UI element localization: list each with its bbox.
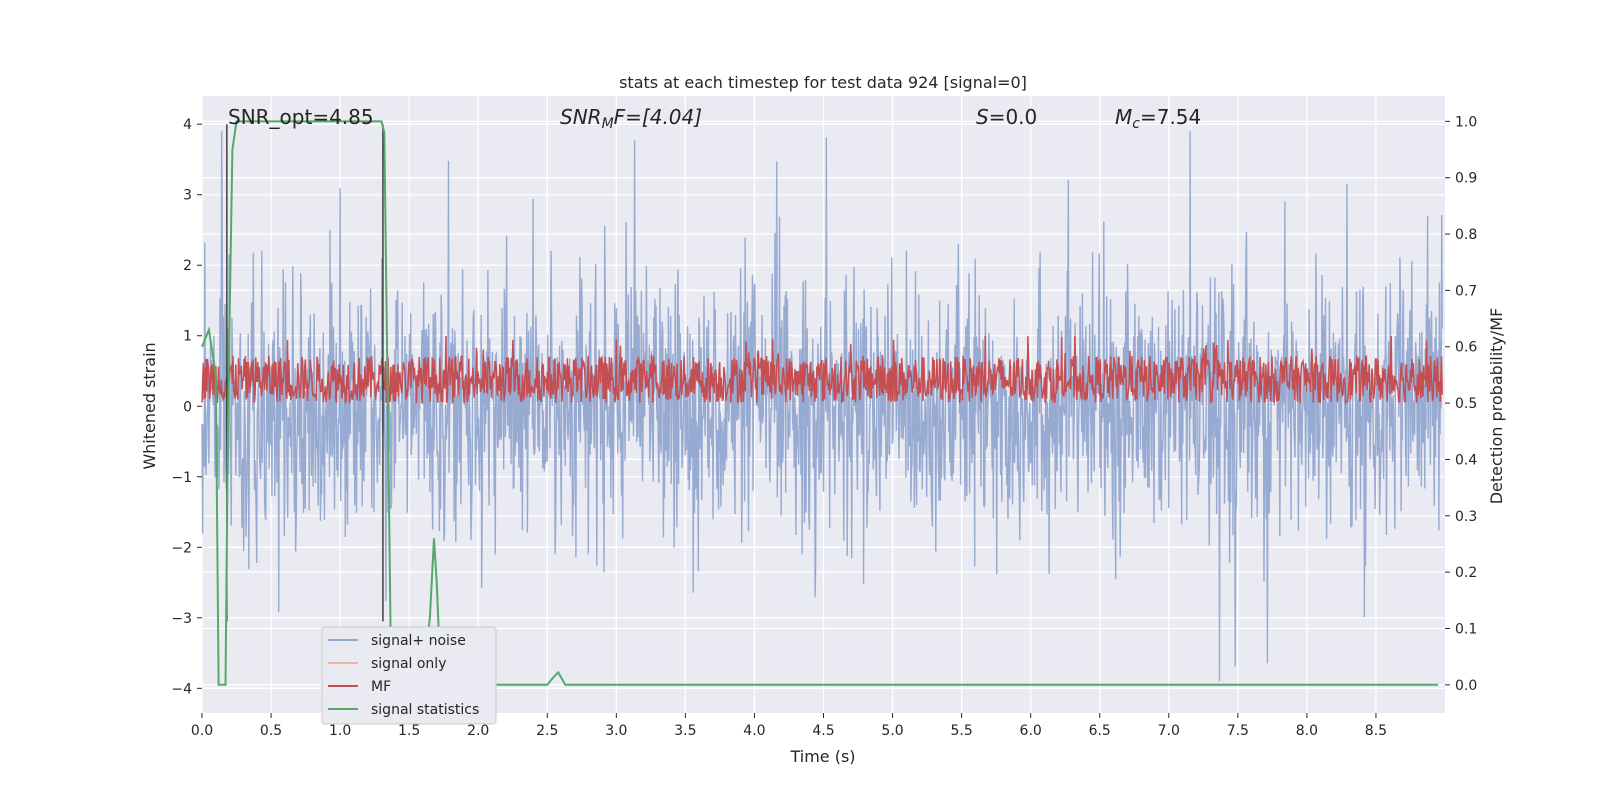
annotation-snr-mf-suffix: F=[4.04] bbox=[614, 105, 702, 129]
mf-layer bbox=[201, 335, 1443, 405]
y-tick-label: 2 bbox=[183, 258, 192, 274]
x-tick-label: 4.0 bbox=[743, 723, 765, 739]
x-tick-label: 6.5 bbox=[1089, 723, 1111, 739]
y-right-tick-label: 0.5 bbox=[1455, 396, 1477, 412]
x-tick-label: 6.0 bbox=[1020, 723, 1042, 739]
y-axis-right-label: Detection probability/MF bbox=[1487, 308, 1506, 505]
annotation-snr-mf-prefix: SNR bbox=[560, 105, 602, 129]
annotation-s-value: =0.0 bbox=[989, 105, 1038, 129]
y-right-tick-label: 0.2 bbox=[1455, 565, 1477, 581]
x-axis-label: Time (s) bbox=[789, 747, 855, 766]
legend-box bbox=[321, 626, 497, 725]
annotation-mc: Mc=7.54 bbox=[1115, 105, 1201, 132]
y-right-tick-label: 0.8 bbox=[1455, 227, 1477, 243]
chart-title: stats at each timestep for test data 924… bbox=[619, 73, 1027, 92]
axis-layer: 0.0 0.5 1.0 1.5 2.0 2.5 3.0 3.5 4.0 4.5 5.0 5.5 6.0 6… bbox=[171, 114, 1477, 739]
y-right-tick-label: 0.3 bbox=[1455, 509, 1477, 525]
annotation-mc-var: M bbox=[1115, 105, 1132, 129]
y-tick-label: −1 bbox=[171, 470, 192, 486]
x-tick-label: 5.0 bbox=[881, 723, 903, 739]
annotation-mc-value: =7.54 bbox=[1140, 105, 1201, 129]
x-tick-label: 1.0 bbox=[329, 723, 351, 739]
x-tick-label: 2.5 bbox=[536, 723, 558, 739]
y-right-tick-label: 0.4 bbox=[1455, 452, 1477, 468]
y-axis-label: Whitened strain bbox=[140, 342, 159, 469]
x-tick-label: 3.0 bbox=[605, 723, 627, 739]
annotation-s-var: S bbox=[976, 105, 989, 129]
legend-label-signal-only: signal only bbox=[371, 656, 446, 672]
x-tick-label: 4.5 bbox=[812, 723, 834, 739]
y-tick-label: 1 bbox=[183, 329, 192, 345]
x-tick-label: 0.5 bbox=[260, 723, 282, 739]
x-tick-label: 2.0 bbox=[467, 723, 489, 739]
annotation-snr-mf-sub: M bbox=[602, 116, 614, 132]
legend-label-signal-noise: signal+ noise bbox=[371, 633, 466, 649]
y-right-tick-label: 0.7 bbox=[1455, 283, 1477, 299]
y-right-tick-label: 0.1 bbox=[1455, 621, 1477, 637]
annotation-snr-opt: SNR_opt=4.85 bbox=[228, 105, 374, 129]
x-tick-label: 7.0 bbox=[1158, 723, 1180, 739]
legend-label-mf: MF bbox=[371, 679, 391, 695]
y-tick-label: 4 bbox=[183, 117, 192, 133]
x-tick-label: 8.0 bbox=[1296, 723, 1318, 739]
x-tick-label: 5.5 bbox=[950, 723, 972, 739]
legend: signal+ noise signal only MF signal stat… bbox=[321, 626, 497, 725]
x-tick-label: 8.5 bbox=[1365, 723, 1387, 739]
y-tick-label: 0 bbox=[183, 399, 192, 415]
x-tick-label: 0.0 bbox=[191, 723, 213, 739]
y-tick-label: −4 bbox=[171, 681, 192, 697]
y-right-tick-label: 0.9 bbox=[1455, 171, 1477, 187]
y-tick-label: −2 bbox=[171, 540, 192, 556]
y-right-tick-label: 1.0 bbox=[1455, 114, 1477, 130]
annotation-snr-mf: SNRMF=[4.04] bbox=[560, 105, 702, 132]
x-tick-label: 7.5 bbox=[1227, 723, 1249, 739]
y-right-tick-label: 0.6 bbox=[1455, 340, 1477, 356]
y-tick-label: 3 bbox=[183, 188, 192, 204]
legend-label-signal-statistics: signal statistics bbox=[371, 702, 479, 718]
x-tick-label: 1.5 bbox=[398, 723, 420, 739]
y-tick-label: −3 bbox=[171, 611, 192, 627]
series-mf-line bbox=[201, 335, 1443, 405]
x-tick-label: 3.5 bbox=[674, 723, 696, 739]
annotation-mc-sub: c bbox=[1132, 116, 1140, 132]
annotation-s: S=0.0 bbox=[976, 105, 1037, 129]
y-right-tick-label: 0.0 bbox=[1455, 678, 1477, 694]
